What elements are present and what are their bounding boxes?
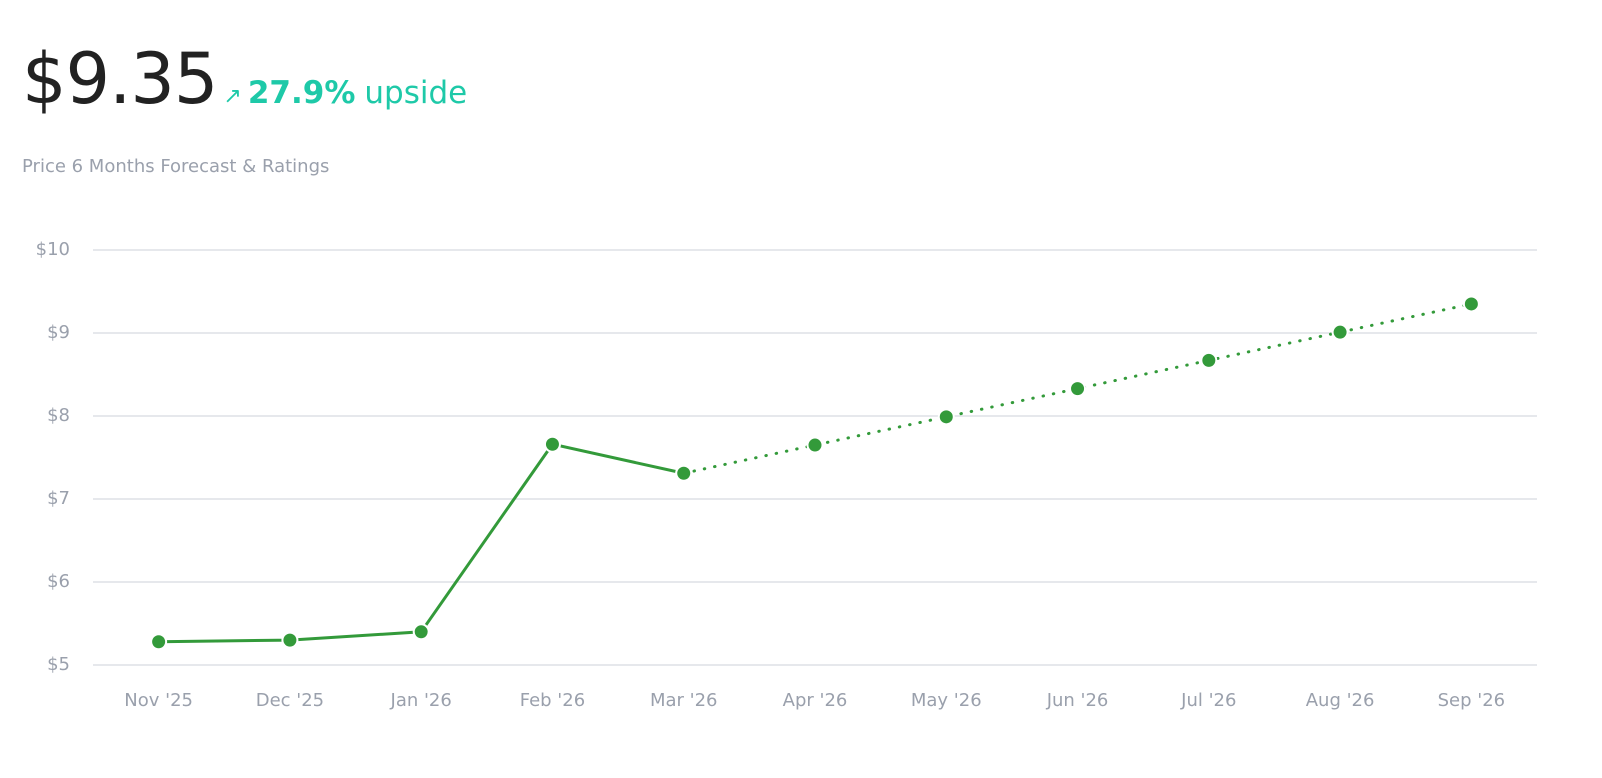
point <box>281 631 299 649</box>
point <box>412 623 430 641</box>
x-tick-label: Sep '26 <box>1438 690 1506 711</box>
point <box>1462 295 1480 313</box>
point <box>1069 380 1087 398</box>
y-tick-label: $5 <box>47 654 70 675</box>
x-tick-label: Apr '26 <box>783 690 848 711</box>
x-tick-label: Nov '25 <box>124 690 193 711</box>
x-tick-label: Mar '26 <box>650 690 718 711</box>
x-tick-label: May '26 <box>911 690 982 711</box>
y-tick-label: $6 <box>47 571 70 592</box>
point <box>150 633 168 651</box>
point <box>1331 323 1349 341</box>
point <box>806 436 824 454</box>
x-tick-label: Aug '26 <box>1306 690 1375 711</box>
change-label: upside <box>364 75 468 111</box>
x-tick-label: Feb '26 <box>520 690 585 711</box>
point <box>543 435 561 453</box>
y-tick-label: $7 <box>47 488 70 509</box>
arrow-icon: ↗ <box>223 84 242 109</box>
x-tick-label: Jan '26 <box>390 690 452 711</box>
x-tick-label: Jun '26 <box>1046 690 1109 711</box>
change: 27.9% <box>247 75 356 111</box>
y-tick-label: $9 <box>47 322 70 343</box>
line-solid <box>157 442 686 644</box>
point <box>1200 351 1218 369</box>
point <box>675 464 693 482</box>
y-tick-label: $8 <box>47 405 70 426</box>
point <box>937 408 955 426</box>
x-tick-label: Dec '25 <box>256 690 324 711</box>
header: $9.35 ↗ 27.9% upside <box>22 38 467 120</box>
x-tick-label: Jul '26 <box>1180 690 1236 711</box>
y-tick-label: $10 <box>36 239 70 260</box>
subtitle: Price 6 Months Forecast & Ratings <box>22 156 330 177</box>
price: $9.35 <box>22 38 218 120</box>
